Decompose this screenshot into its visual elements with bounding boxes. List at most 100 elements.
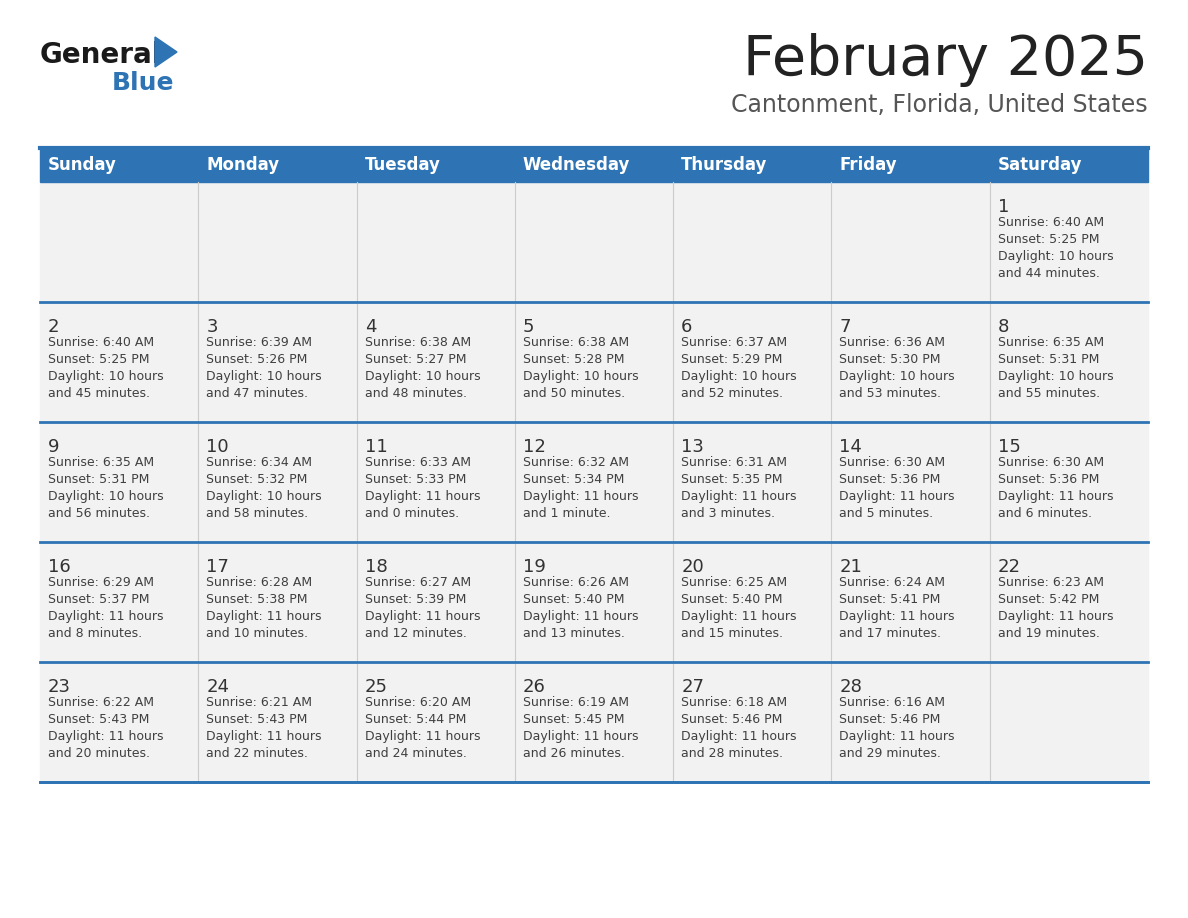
- Text: Sunset: 5:33 PM: Sunset: 5:33 PM: [365, 473, 466, 486]
- Text: Daylight: 10 hours: Daylight: 10 hours: [48, 490, 164, 503]
- Text: Sunrise: 6:25 AM: Sunrise: 6:25 AM: [681, 576, 788, 589]
- Text: 8: 8: [998, 318, 1009, 336]
- Text: Sunset: 5:37 PM: Sunset: 5:37 PM: [48, 593, 150, 606]
- Text: and 17 minutes.: and 17 minutes.: [840, 627, 941, 640]
- Text: Sunrise: 6:20 AM: Sunrise: 6:20 AM: [365, 696, 470, 709]
- Text: and 3 minutes.: and 3 minutes.: [681, 507, 775, 520]
- Text: Sunset: 5:25 PM: Sunset: 5:25 PM: [48, 353, 150, 366]
- Text: Sunset: 5:46 PM: Sunset: 5:46 PM: [681, 713, 783, 726]
- Text: and 8 minutes.: and 8 minutes.: [48, 627, 143, 640]
- Text: and 15 minutes.: and 15 minutes.: [681, 627, 783, 640]
- Text: Sunrise: 6:38 AM: Sunrise: 6:38 AM: [365, 336, 470, 349]
- Text: 9: 9: [48, 438, 59, 456]
- Text: February 2025: February 2025: [742, 33, 1148, 87]
- Text: Sunset: 5:32 PM: Sunset: 5:32 PM: [207, 473, 308, 486]
- Text: and 20 minutes.: and 20 minutes.: [48, 747, 150, 760]
- Text: 21: 21: [840, 558, 862, 576]
- Text: 13: 13: [681, 438, 704, 456]
- Text: Daylight: 11 hours: Daylight: 11 hours: [998, 610, 1113, 623]
- Text: and 56 minutes.: and 56 minutes.: [48, 507, 150, 520]
- Text: Sunrise: 6:23 AM: Sunrise: 6:23 AM: [998, 576, 1104, 589]
- Text: Daylight: 11 hours: Daylight: 11 hours: [681, 730, 797, 743]
- Text: Daylight: 11 hours: Daylight: 11 hours: [523, 730, 638, 743]
- Text: Sunset: 5:46 PM: Sunset: 5:46 PM: [840, 713, 941, 726]
- Text: Daylight: 10 hours: Daylight: 10 hours: [523, 370, 638, 383]
- Text: Daylight: 11 hours: Daylight: 11 hours: [681, 610, 797, 623]
- Text: and 50 minutes.: and 50 minutes.: [523, 387, 625, 400]
- Text: Monday: Monday: [207, 156, 279, 174]
- Text: Friday: Friday: [840, 156, 897, 174]
- Text: 7: 7: [840, 318, 851, 336]
- Text: Daylight: 11 hours: Daylight: 11 hours: [365, 490, 480, 503]
- Bar: [40, 182, 1148, 302]
- Text: and 26 minutes.: and 26 minutes.: [523, 747, 625, 760]
- Text: 3: 3: [207, 318, 217, 336]
- Text: Sunrise: 6:35 AM: Sunrise: 6:35 AM: [998, 336, 1104, 349]
- Text: Sunrise: 6:24 AM: Sunrise: 6:24 AM: [840, 576, 946, 589]
- Text: and 45 minutes.: and 45 minutes.: [48, 387, 150, 400]
- Text: Sunset: 5:40 PM: Sunset: 5:40 PM: [681, 593, 783, 606]
- Text: 2: 2: [48, 318, 59, 336]
- Text: Daylight: 10 hours: Daylight: 10 hours: [365, 370, 480, 383]
- Text: 15: 15: [998, 438, 1020, 456]
- Bar: [40, 542, 1148, 662]
- Text: Sunset: 5:28 PM: Sunset: 5:28 PM: [523, 353, 625, 366]
- Text: Sunset: 5:36 PM: Sunset: 5:36 PM: [840, 473, 941, 486]
- Text: Daylight: 11 hours: Daylight: 11 hours: [840, 610, 955, 623]
- Text: Daylight: 11 hours: Daylight: 11 hours: [207, 610, 322, 623]
- Text: and 48 minutes.: and 48 minutes.: [365, 387, 467, 400]
- Text: Sunrise: 6:19 AM: Sunrise: 6:19 AM: [523, 696, 628, 709]
- Text: and 52 minutes.: and 52 minutes.: [681, 387, 783, 400]
- Text: Sunrise: 6:26 AM: Sunrise: 6:26 AM: [523, 576, 628, 589]
- Text: 6: 6: [681, 318, 693, 336]
- Text: and 12 minutes.: and 12 minutes.: [365, 627, 467, 640]
- Text: Daylight: 11 hours: Daylight: 11 hours: [523, 490, 638, 503]
- Text: Sunset: 5:36 PM: Sunset: 5:36 PM: [998, 473, 1099, 486]
- Text: Sunrise: 6:33 AM: Sunrise: 6:33 AM: [365, 456, 470, 469]
- Text: Sunrise: 6:37 AM: Sunrise: 6:37 AM: [681, 336, 788, 349]
- Text: 20: 20: [681, 558, 704, 576]
- Text: and 6 minutes.: and 6 minutes.: [998, 507, 1092, 520]
- Text: Daylight: 11 hours: Daylight: 11 hours: [998, 490, 1113, 503]
- Text: Daylight: 11 hours: Daylight: 11 hours: [365, 730, 480, 743]
- Text: Sunrise: 6:18 AM: Sunrise: 6:18 AM: [681, 696, 788, 709]
- Text: Sunset: 5:45 PM: Sunset: 5:45 PM: [523, 713, 625, 726]
- Text: Sunrise: 6:38 AM: Sunrise: 6:38 AM: [523, 336, 628, 349]
- Text: Sunrise: 6:29 AM: Sunrise: 6:29 AM: [48, 576, 154, 589]
- Text: Sunrise: 6:40 AM: Sunrise: 6:40 AM: [998, 216, 1104, 229]
- Text: Sunday: Sunday: [48, 156, 116, 174]
- Text: 5: 5: [523, 318, 535, 336]
- Text: Daylight: 11 hours: Daylight: 11 hours: [48, 730, 164, 743]
- Text: Daylight: 11 hours: Daylight: 11 hours: [840, 490, 955, 503]
- Text: and 44 minutes.: and 44 minutes.: [998, 267, 1100, 280]
- Text: and 10 minutes.: and 10 minutes.: [207, 627, 308, 640]
- Bar: [40, 662, 1148, 782]
- Text: Sunset: 5:35 PM: Sunset: 5:35 PM: [681, 473, 783, 486]
- Text: Sunset: 5:26 PM: Sunset: 5:26 PM: [207, 353, 308, 366]
- Text: Sunset: 5:29 PM: Sunset: 5:29 PM: [681, 353, 783, 366]
- Text: Sunrise: 6:21 AM: Sunrise: 6:21 AM: [207, 696, 312, 709]
- Text: Sunrise: 6:27 AM: Sunrise: 6:27 AM: [365, 576, 470, 589]
- Text: Sunset: 5:31 PM: Sunset: 5:31 PM: [48, 473, 150, 486]
- Text: Saturday: Saturday: [998, 156, 1082, 174]
- Text: Sunrise: 6:39 AM: Sunrise: 6:39 AM: [207, 336, 312, 349]
- Bar: [40, 148, 1148, 182]
- Text: and 22 minutes.: and 22 minutes.: [207, 747, 308, 760]
- Text: Daylight: 11 hours: Daylight: 11 hours: [681, 490, 797, 503]
- Text: 25: 25: [365, 678, 387, 696]
- Text: Sunrise: 6:28 AM: Sunrise: 6:28 AM: [207, 576, 312, 589]
- Text: 22: 22: [998, 558, 1020, 576]
- Text: 16: 16: [48, 558, 71, 576]
- Text: 18: 18: [365, 558, 387, 576]
- Text: Sunset: 5:44 PM: Sunset: 5:44 PM: [365, 713, 466, 726]
- Text: 4: 4: [365, 318, 377, 336]
- Text: General: General: [40, 41, 163, 69]
- Text: and 55 minutes.: and 55 minutes.: [998, 387, 1100, 400]
- Text: 26: 26: [523, 678, 545, 696]
- Text: Sunset: 5:25 PM: Sunset: 5:25 PM: [998, 233, 1099, 246]
- Text: 19: 19: [523, 558, 545, 576]
- Text: 12: 12: [523, 438, 545, 456]
- Text: Sunset: 5:34 PM: Sunset: 5:34 PM: [523, 473, 624, 486]
- Text: Sunrise: 6:31 AM: Sunrise: 6:31 AM: [681, 456, 788, 469]
- Text: Daylight: 10 hours: Daylight: 10 hours: [48, 370, 164, 383]
